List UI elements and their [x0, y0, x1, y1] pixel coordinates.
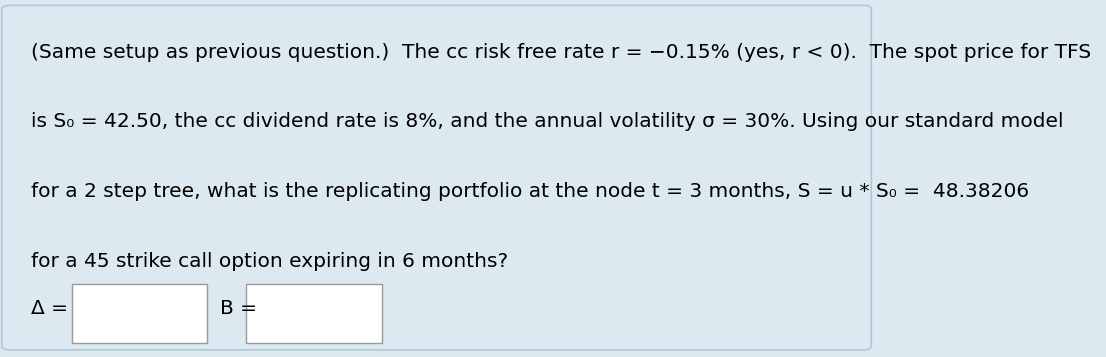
FancyBboxPatch shape [72, 284, 207, 343]
Text: (Same setup as previous question.)  The cc risk free rate r = −0.15% (yes, r < 0: (Same setup as previous question.) The c… [31, 43, 1091, 62]
Text: for a 45 strike call option expiring in 6 months?: for a 45 strike call option expiring in … [31, 252, 508, 271]
FancyBboxPatch shape [2, 5, 872, 350]
Text: is S₀ = 42.50, the cc dividend rate is 8%, and the annual volatility σ = 30%. Us: is S₀ = 42.50, the cc dividend rate is 8… [31, 112, 1063, 131]
Text: Δ =: Δ = [31, 299, 67, 318]
Text: for a 2 step tree, what is the replicating portfolio at the node t = 3 months, S: for a 2 step tree, what is the replicati… [31, 182, 1029, 201]
Text: B =: B = [220, 299, 257, 318]
FancyBboxPatch shape [247, 284, 382, 343]
